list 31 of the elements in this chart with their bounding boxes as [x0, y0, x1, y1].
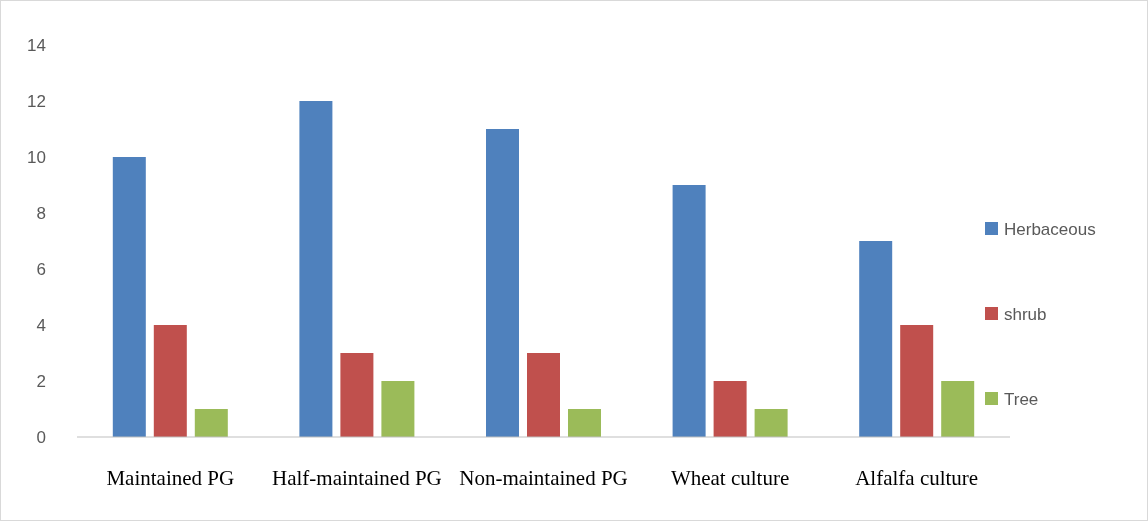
legend-label: shrub [1004, 304, 1047, 324]
bar [381, 381, 415, 437]
bar [486, 129, 519, 437]
bar [340, 353, 374, 437]
y-tick-label: 6 [36, 259, 46, 279]
bar [299, 101, 333, 437]
y-tick-label: 14 [27, 35, 46, 55]
y-tick-label: 4 [36, 315, 46, 335]
bar [900, 325, 934, 437]
x-tick-label: Maintained PG [106, 466, 235, 490]
legend-label: Herbaceous [1004, 219, 1096, 239]
y-tick-label: 12 [27, 91, 46, 111]
y-tick-label: 10 [27, 147, 46, 167]
y-tick-label: 8 [36, 203, 46, 223]
y-tick-label: 0 [36, 427, 46, 447]
bar [194, 409, 228, 437]
legend-label: Tree [1004, 389, 1039, 409]
x-tick-label: Alfalfa culture [855, 466, 979, 490]
x-tick-label: Half-maintained PG [272, 466, 442, 490]
x-tick-label: Non-maintained PG [459, 466, 628, 490]
bar [713, 381, 747, 437]
bar [754, 409, 788, 437]
bar [568, 409, 601, 437]
bar [153, 325, 187, 437]
bar [859, 241, 893, 437]
y-tick-label: 2 [36, 371, 46, 391]
bar [527, 353, 560, 437]
bar [672, 185, 706, 437]
bar [941, 381, 975, 437]
bar [112, 157, 146, 437]
x-tick-label: Wheat culture [670, 466, 790, 490]
